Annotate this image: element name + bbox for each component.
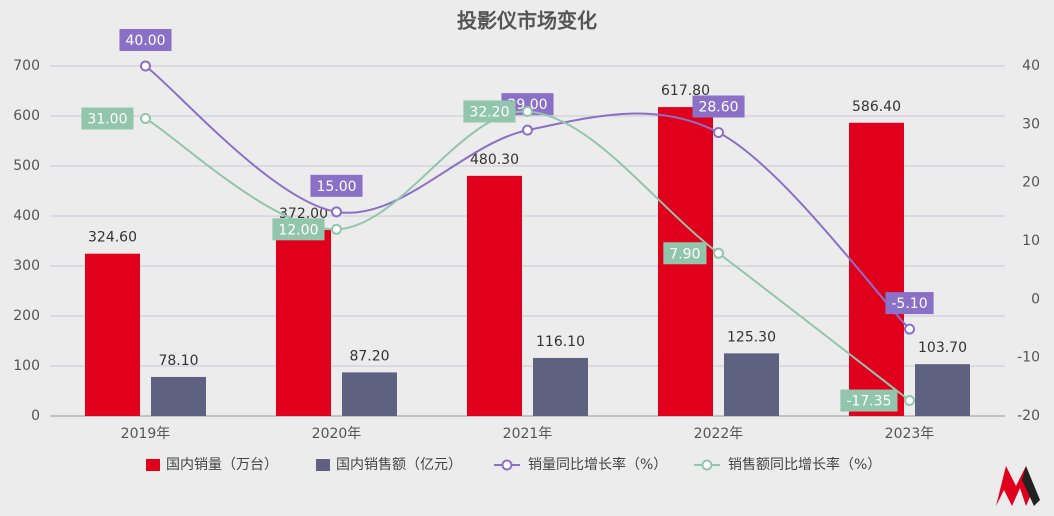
legend-label: 销量同比增长率（%） — [528, 456, 667, 473]
x-tick-label: 2019年 — [121, 426, 171, 442]
label-box — [119, 29, 172, 51]
y2-tick-label: -20 — [1017, 408, 1040, 424]
bar — [151, 376, 206, 416]
data-label: 28.60 — [692, 95, 745, 118]
label-box — [840, 389, 898, 412]
line-marker — [904, 323, 915, 335]
line-marker — [522, 106, 533, 117]
label-box — [272, 218, 325, 241]
legend-swatch — [146, 459, 160, 471]
y-tick-label: 100 — [13, 358, 40, 374]
label-box — [885, 292, 934, 315]
y-tick-label: 700 — [13, 58, 40, 74]
data-label: -5.10 — [885, 292, 934, 315]
y-tick-label: 500 — [13, 158, 40, 174]
line-value-label: 28.60 — [698, 100, 738, 116]
label-box — [310, 174, 363, 197]
y-tick-label: 400 — [13, 208, 40, 224]
line — [144, 110, 911, 402]
line-value-label: 29.00 — [507, 97, 547, 113]
bar-value-label: 78.10 — [158, 353, 198, 369]
line-marker — [331, 223, 342, 235]
y2-tick-label: 20 — [1022, 175, 1040, 191]
label-box — [663, 242, 707, 265]
logo — [996, 466, 1040, 506]
bar-value-label: 586.40 — [852, 99, 901, 115]
legend-swatch — [701, 459, 713, 471]
y2-tick-label: 10 — [1022, 233, 1040, 249]
line-value-label: 7.90 — [669, 246, 700, 262]
line-value-label: 15.00 — [316, 179, 356, 195]
data-label: 31.00 — [81, 107, 134, 130]
x-tick-label: 2021年 — [503, 426, 553, 442]
bar-value-label: 116.10 — [536, 334, 585, 350]
data-label: 32.20 — [463, 100, 516, 123]
y2-tick-label: 30 — [1022, 116, 1040, 132]
label-box — [692, 95, 745, 118]
y2-tick-label: 0 — [1031, 291, 1040, 307]
line-value-label: -5.10 — [891, 296, 927, 312]
bar-value-label: 87.20 — [349, 348, 389, 364]
legend-label: 国内销售额（亿元） — [336, 457, 462, 473]
line-value-label: 32.20 — [469, 105, 509, 121]
bar-value-label: 617.80 — [661, 83, 710, 99]
data-label: 15.00 — [310, 174, 363, 197]
bar — [342, 372, 397, 416]
line-value-label: 40.00 — [125, 33, 165, 49]
y2-tick-label: 40 — [1022, 58, 1040, 74]
bar — [849, 122, 904, 417]
x-tick-label: 2022年 — [694, 426, 744, 442]
line-value-label: 31.00 — [87, 112, 127, 128]
legend-swatch — [316, 459, 330, 471]
legend-swatch — [501, 459, 513, 471]
legend-label: 销售额同比增长率（%） — [728, 456, 881, 473]
line-marker — [904, 395, 915, 407]
line-value-label: -17.35 — [846, 394, 891, 410]
line-marker — [713, 127, 724, 138]
line-marker — [140, 113, 151, 124]
data-label: 12.00 — [272, 218, 325, 241]
bar-value-label: 480.30 — [470, 152, 519, 168]
line-marker — [331, 206, 342, 218]
y-tick-label: 300 — [13, 258, 40, 274]
bar-value-label: 125.30 — [727, 329, 776, 345]
label-box — [81, 107, 134, 130]
line-marker — [713, 247, 724, 259]
bar-value-label: 324.60 — [88, 230, 137, 246]
x-tick-label: 2023年 — [885, 426, 935, 442]
bar — [467, 175, 522, 416]
bar — [533, 357, 588, 416]
bar — [915, 364, 970, 416]
line-marker — [140, 60, 151, 72]
data-label: 7.90 — [663, 242, 707, 265]
data-label: -17.35 — [840, 389, 898, 412]
y-tick-label: 0 — [31, 408, 40, 424]
line-value-label: 12.00 — [278, 222, 318, 238]
x-tick-label: 2020年 — [312, 426, 362, 442]
bar — [276, 230, 331, 416]
bar — [85, 253, 140, 416]
label-box — [463, 100, 516, 123]
bar-value-label: 103.70 — [918, 340, 967, 356]
legend-label: 国内销量（万台） — [166, 457, 278, 473]
bar — [724, 353, 779, 416]
y-tick-label: 200 — [13, 308, 40, 324]
y2-tick-label: -10 — [1017, 350, 1040, 366]
chart-title: 投影仪市场变化 — [457, 9, 597, 33]
data-label: 40.00 — [119, 29, 172, 51]
line-marker — [522, 124, 533, 136]
y-tick-label: 600 — [13, 108, 40, 124]
